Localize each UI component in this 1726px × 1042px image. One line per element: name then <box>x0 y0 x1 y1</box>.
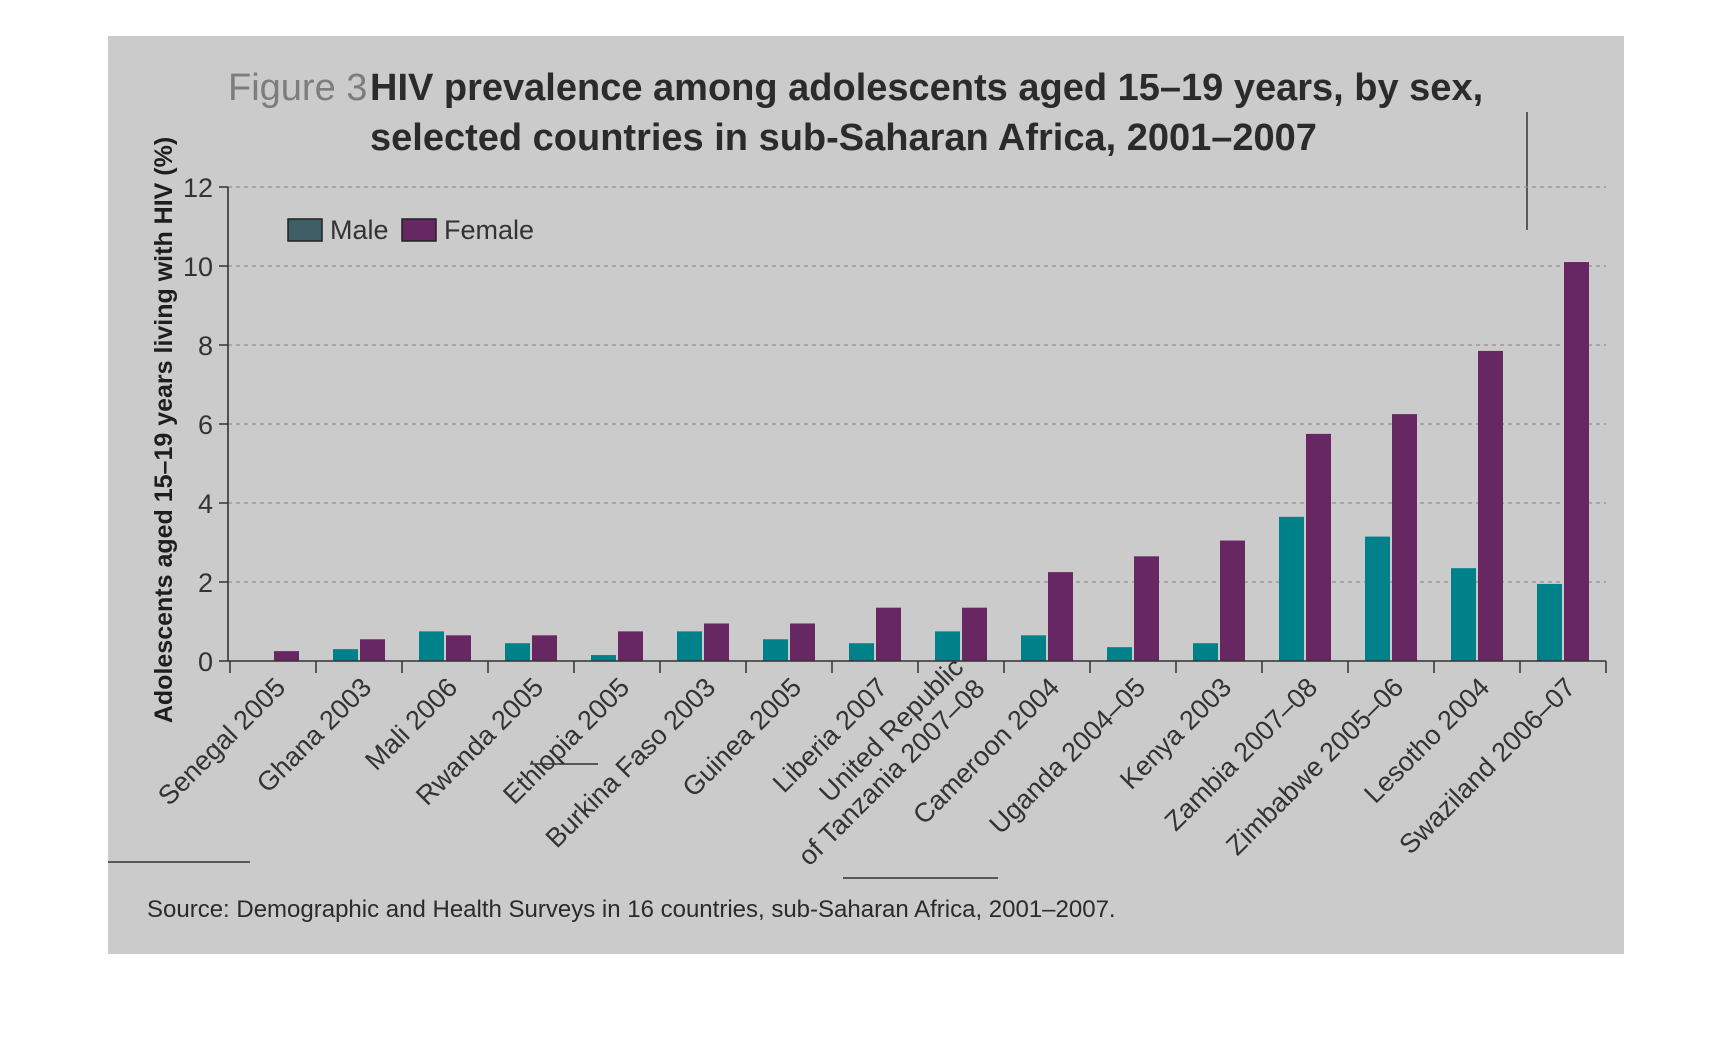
axes <box>227 187 1607 673</box>
y-tick-label-10: 10 <box>183 252 213 282</box>
y-tick-label-0: 0 <box>198 647 213 677</box>
chart-title-line-1: HIV prevalence among adolescents aged 15… <box>370 67 1483 109</box>
bar-female-14 <box>1478 350 1503 661</box>
bar-female-3 <box>532 635 557 661</box>
legend-label-female: Female <box>444 215 534 245</box>
y-tick-label-4: 4 <box>198 489 213 519</box>
bar-male-1 <box>333 649 358 661</box>
bar-male-12 <box>1279 516 1304 661</box>
figure-label: Figure 3 <box>228 67 367 109</box>
bar-male-5 <box>677 631 702 661</box>
bars <box>274 262 1589 661</box>
bar-female-5 <box>704 623 729 661</box>
bar-female-10 <box>1134 556 1159 661</box>
bar-male-9 <box>1021 635 1046 661</box>
y-tick-label-2: 2 <box>198 568 213 598</box>
bar-male-2 <box>419 631 444 661</box>
y-axis-ticks: 0 2 4 6 8 10 12 <box>183 173 228 677</box>
figure-panel <box>108 36 1624 954</box>
y-axis-label: Adolescents aged 15–19 years living with… <box>150 137 178 723</box>
bar-female-2 <box>446 635 471 661</box>
legend-swatch-male <box>287 218 323 242</box>
y-tick-label-8: 8 <box>198 331 213 361</box>
bar-male-8 <box>935 631 960 661</box>
bar-female-1 <box>360 639 385 661</box>
chart-title-line-2: selected countries in sub-Saharan Africa… <box>370 117 1317 159</box>
source-note: Source: Demographic and Health Surveys i… <box>147 896 1116 923</box>
y-tick-label-12: 12 <box>183 173 213 203</box>
bar-male-3 <box>505 643 530 661</box>
bar-male-13 <box>1365 536 1390 661</box>
bar-female-7 <box>876 607 901 661</box>
x-tick-label-12: Zambia 2007–08 <box>1159 672 1324 837</box>
bar-female-6 <box>790 623 815 661</box>
bar-female-12 <box>1306 433 1331 661</box>
grid-lines <box>228 186 1606 583</box>
bar-male-11 <box>1193 643 1218 661</box>
bar-female-8 <box>962 607 987 661</box>
bar-female-9 <box>1048 572 1073 661</box>
bar-female-15 <box>1564 262 1589 661</box>
bar-male-7 <box>849 643 874 661</box>
x-tick-label-10: Uganda 2004–05 <box>984 672 1152 840</box>
bar-female-0 <box>274 651 299 661</box>
bar-male-10 <box>1107 647 1132 661</box>
bar-male-4 <box>591 655 616 661</box>
bar-male-15 <box>1537 583 1562 661</box>
bar-male-6 <box>763 639 788 661</box>
legend-swatch-female <box>401 218 437 242</box>
legend: Male Female <box>287 215 534 245</box>
legend-label-male: Male <box>330 215 389 245</box>
bar-male-14 <box>1451 568 1476 661</box>
bar-female-11 <box>1220 540 1245 661</box>
bar-female-13 <box>1392 414 1417 661</box>
bar-female-4 <box>618 631 643 661</box>
y-tick-label-6: 6 <box>198 410 213 440</box>
